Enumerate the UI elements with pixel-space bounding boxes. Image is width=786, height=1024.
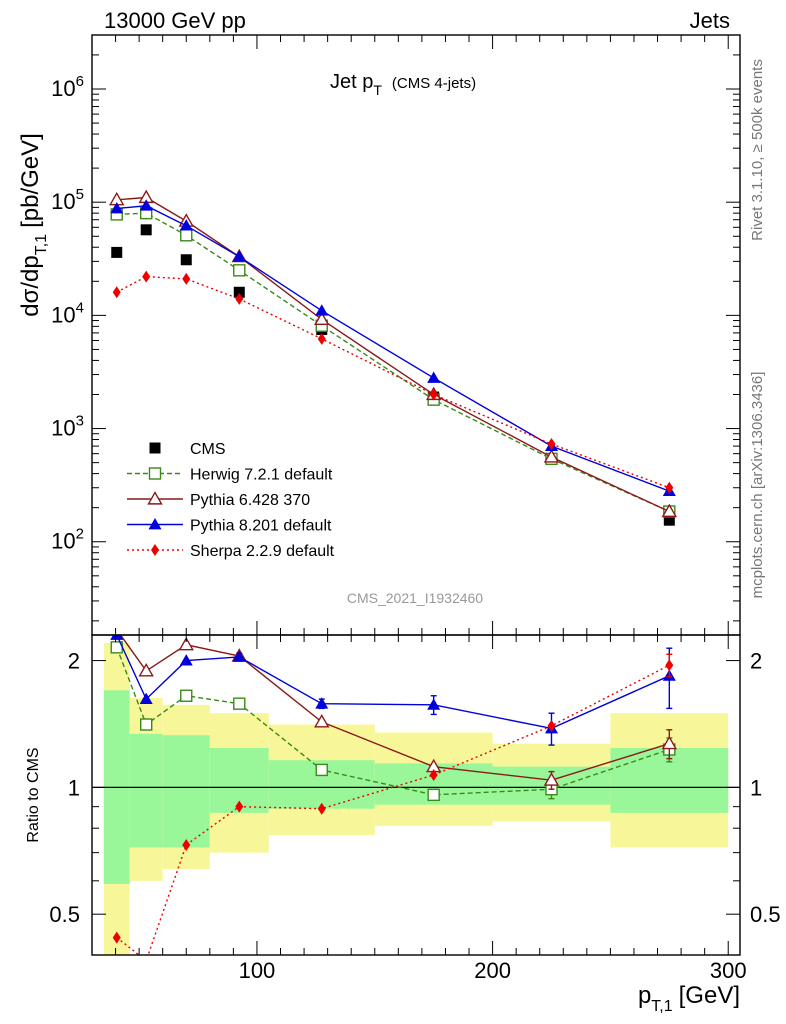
ratio-point-pythia6: [138, 663, 154, 677]
point-pythia6: [314, 311, 330, 326]
ratio-frame: [91, 634, 741, 956]
point-sherpa: [235, 292, 244, 305]
point-herwig: [233, 264, 246, 277]
y-axis-label: dσ/dpT,1[pb/GeV]: [17, 133, 50, 317]
ratio-band-stat: [162, 735, 210, 848]
ratio-y-tick-label: 0.5: [49, 902, 80, 927]
x-tick-label: 100: [239, 958, 276, 983]
x-tick-label: 200: [474, 958, 511, 983]
ratio-point-pythia8: [315, 697, 329, 709]
point-sherpa: [112, 286, 121, 299]
ratio-point-sherpa: [429, 768, 438, 781]
analysis-id: CMS_2021_I1932460: [347, 590, 483, 606]
ratio-point-herwig: [427, 788, 440, 802]
ratio-point-herwig: [315, 763, 328, 777]
ratio-point-sherpa: [317, 802, 326, 815]
ratio-point-pythia6: [178, 636, 194, 651]
point-pythia6: [543, 449, 560, 463]
legend-label-pythia8: Pythia 8.201 default: [190, 518, 332, 535]
ratio-point-pythia8: [110, 635, 124, 640]
point-herwig: [180, 229, 193, 242]
y-tick-label: 104: [51, 299, 84, 327]
x-tick-label: 300: [710, 958, 747, 983]
ratio-point-sherpa: [547, 719, 556, 732]
point-pythia6: [661, 503, 678, 518]
ratio-point-herwig: [233, 697, 246, 710]
legend-label-pythia6: Pythia 6.428 370: [190, 492, 310, 509]
ratio-point-pythia8: [232, 650, 246, 662]
ratio-point-sherpa: [235, 800, 244, 813]
point-cms: [111, 246, 123, 258]
ratio-y-tick-label: 0.5: [750, 902, 781, 927]
ratio-point-pythia8: [179, 654, 193, 666]
y-tick-label: 102: [51, 526, 84, 554]
ratio-axis-label: Ratio to CMS: [25, 747, 42, 842]
point-sherpa: [547, 438, 556, 451]
ratio-y-tick-label: 2: [68, 649, 80, 674]
series-line-herwig: [116, 212, 670, 513]
main-panel: 102 103 104 105 106 Jet pT (CMS 4-jets) CMS_2…: [17, 34, 741, 636]
ratio-y-tick-label: 1: [68, 775, 80, 800]
ratio-point-sherpa: [665, 659, 674, 672]
point-sherpa: [182, 272, 191, 285]
legend: CMS Herwig 7.2.1 default Pythia 6.428 370 P…: [127, 441, 335, 560]
point-pythia8: [315, 304, 329, 316]
legend-label-sherpa: Sherpa 2.2.9 default: [190, 543, 335, 560]
ratio-point-pythia6: [314, 714, 330, 728]
point-pythia8: [232, 250, 246, 262]
point-cms: [233, 286, 245, 298]
point-pythia8: [110, 201, 124, 214]
series-line-sherpa: [116, 275, 670, 489]
ratio-panel: 100 200 300 0.5 0.5 1 1 2 2 Ratio to CMS: [25, 634, 781, 983]
ratio-point-pythia6: [543, 772, 560, 786]
y-tick-label: 106: [51, 73, 84, 101]
point-sherpa: [142, 270, 151, 283]
legend-label-cms: CMS: [190, 441, 226, 458]
point-pythia8: [427, 371, 441, 383]
series-line-pythia8: [116, 205, 670, 492]
ratio-line-sherpa: [116, 664, 670, 955]
point-cms: [663, 514, 675, 526]
legend-marker-herwig: [148, 467, 162, 480]
y-tick-label: 103: [51, 413, 84, 441]
ratio-point-pythia6: [661, 735, 678, 750]
ratio-y-tick-label: 1: [750, 775, 762, 800]
legend-label-herwig: Herwig 7.2.1 default: [190, 467, 333, 484]
ratio-line-pythia8: [116, 635, 670, 730]
ratio-line-herwig: [116, 647, 670, 796]
point-cms: [180, 254, 192, 266]
legend-marker-cms: [149, 442, 161, 454]
ratio-point-pythia8: [427, 698, 441, 710]
legend-marker-pythia8: [148, 518, 162, 530]
ratio-line-pythia6: [119, 635, 670, 781]
ratio-point-pythia8: [139, 692, 153, 704]
point-sherpa: [665, 481, 674, 494]
ratio-point-sherpa: [182, 838, 191, 851]
ratio-point-herwig: [180, 689, 193, 702]
ratio-y-tick-label: 2: [750, 649, 762, 674]
plot-title: Jet pT (CMS 4-jets): [330, 71, 476, 98]
point-sherpa: [317, 332, 326, 345]
x-axis-label: pT,1 [GeV]: [638, 982, 740, 1015]
ratio-point-sherpa: [112, 931, 121, 944]
legend-marker-pythia6: [147, 491, 163, 505]
header-category-label: Jets: [690, 8, 730, 33]
y-tick-label: 105: [51, 186, 84, 214]
point-pythia8: [139, 199, 153, 211]
mcplots-source-label: mcplots.cern.ch [arXiv:1306.3436]: [749, 372, 766, 599]
ratio-point-herwig: [139, 718, 153, 731]
point-pythia8: [179, 219, 193, 231]
point-sherpa: [429, 388, 438, 401]
point-cms: [140, 224, 152, 236]
legend-marker-sherpa: [151, 544, 159, 556]
ratio-band-stat: [129, 733, 163, 848]
header-beam-label: 13000 GeV pp: [104, 8, 246, 33]
rivet-version-label: Rivet 3.1.10, ≥ 500k events: [749, 59, 766, 241]
